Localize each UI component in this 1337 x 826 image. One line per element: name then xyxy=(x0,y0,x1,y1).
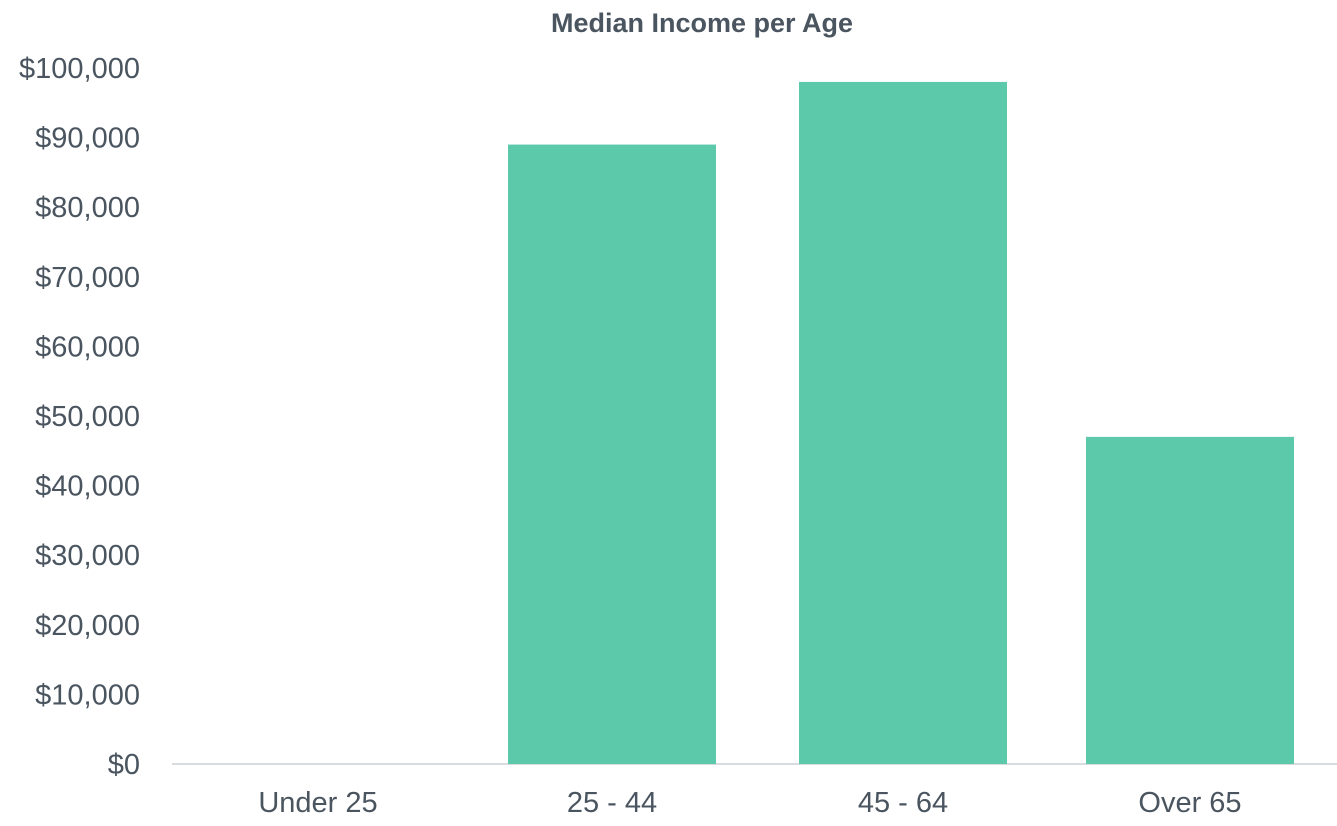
bar-45-64 xyxy=(799,81,1007,765)
x-category-label: Over 65 xyxy=(1138,787,1241,819)
y-tick-label: $50,000 xyxy=(35,401,140,433)
chart-title: Median Income per Age xyxy=(550,8,854,38)
y-tick-label: $30,000 xyxy=(35,540,140,572)
x-axis-labels: Under 25 25 - 44 45 - 64 Over 65 xyxy=(258,787,1241,819)
y-axis-ticks: $0 $10,000 $20,000 $30,000 $40,000 $50,000 $60… xyxy=(19,53,140,781)
y-tick-label: $90,000 xyxy=(35,123,140,155)
y-tick-label: $20,000 xyxy=(35,610,140,642)
x-category-label: Under 25 xyxy=(258,787,377,819)
y-tick-label: $80,000 xyxy=(35,192,140,224)
y-tick-label: $100,000 xyxy=(19,53,140,85)
y-tick-label: $70,000 xyxy=(35,262,140,294)
y-tick-label: $60,000 xyxy=(35,331,140,363)
y-tick-label: $10,000 xyxy=(35,679,140,711)
x-category-label: 25 - 44 xyxy=(567,787,657,819)
bars xyxy=(508,81,1294,765)
y-tick-label: $40,000 xyxy=(35,471,140,503)
y-tick-label: $0 xyxy=(108,749,140,781)
bar-25-44 xyxy=(508,144,716,764)
bar-over-65 xyxy=(1086,436,1294,764)
x-category-label: 45 - 64 xyxy=(858,787,948,819)
